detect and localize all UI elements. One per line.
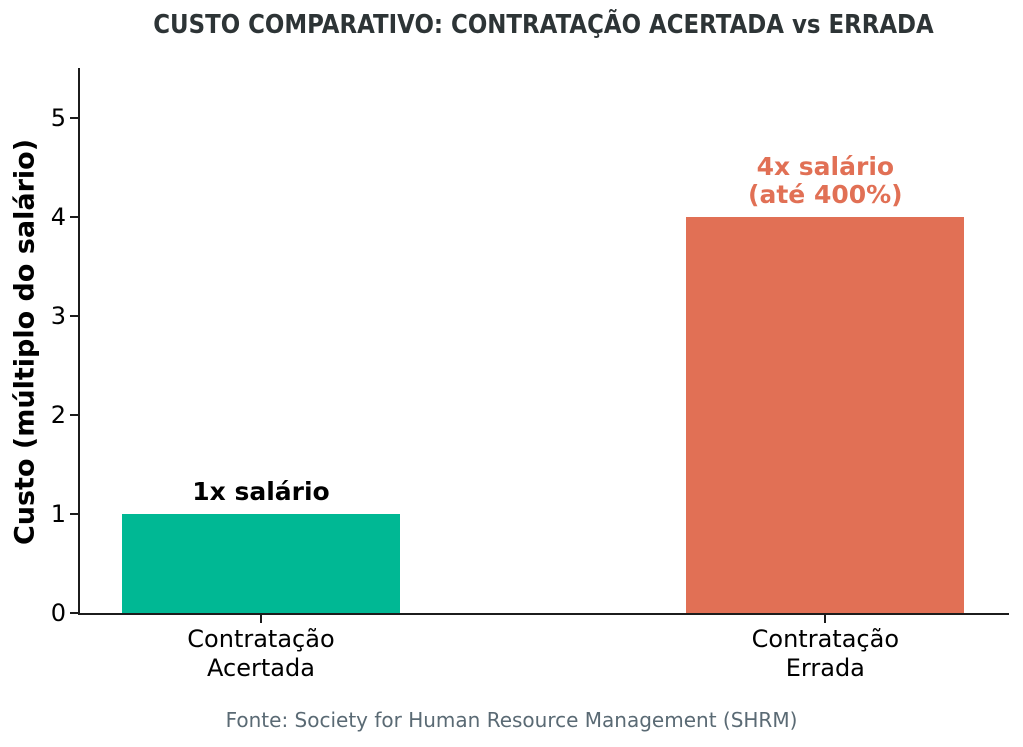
y-tick-mark <box>70 116 78 119</box>
y-tick-mark <box>70 314 78 317</box>
bar <box>121 513 400 613</box>
y-axis-title: Custo (múltiplo do salário) <box>9 138 41 546</box>
chart-title: CUSTO COMPARATIVO: CONTRATAÇÃO ACERTADA … <box>153 10 934 40</box>
x-tick-mark <box>259 615 262 623</box>
y-tick-mark <box>70 215 78 218</box>
y-tick-label: 3 <box>50 301 66 330</box>
x-tick-mark <box>824 615 827 623</box>
y-tick-mark <box>70 612 78 614</box>
y-tick-label: 5 <box>50 103 66 132</box>
y-tick-label: 2 <box>50 400 66 429</box>
bar-value-label: 1x salário <box>192 476 330 506</box>
x-tick-label: Contratação Acertada <box>187 625 335 682</box>
x-tick-label: Contratação Errada <box>751 625 899 682</box>
y-tick-label: 4 <box>50 202 66 231</box>
y-tick-label: 1 <box>50 499 66 528</box>
y-tick-mark <box>70 413 78 416</box>
y-tick-label: 0 <box>50 599 66 627</box>
source-caption: Fonte: Society for Human Resource Manage… <box>225 708 798 732</box>
plot-area: 0 1 2 3 4 5 1x salário Contratação Acertada 4x s… <box>51 68 1009 682</box>
bar <box>686 216 965 613</box>
y-tick-mark <box>70 512 78 515</box>
bar-value-label: 4x salário (até 400%) <box>748 151 903 209</box>
